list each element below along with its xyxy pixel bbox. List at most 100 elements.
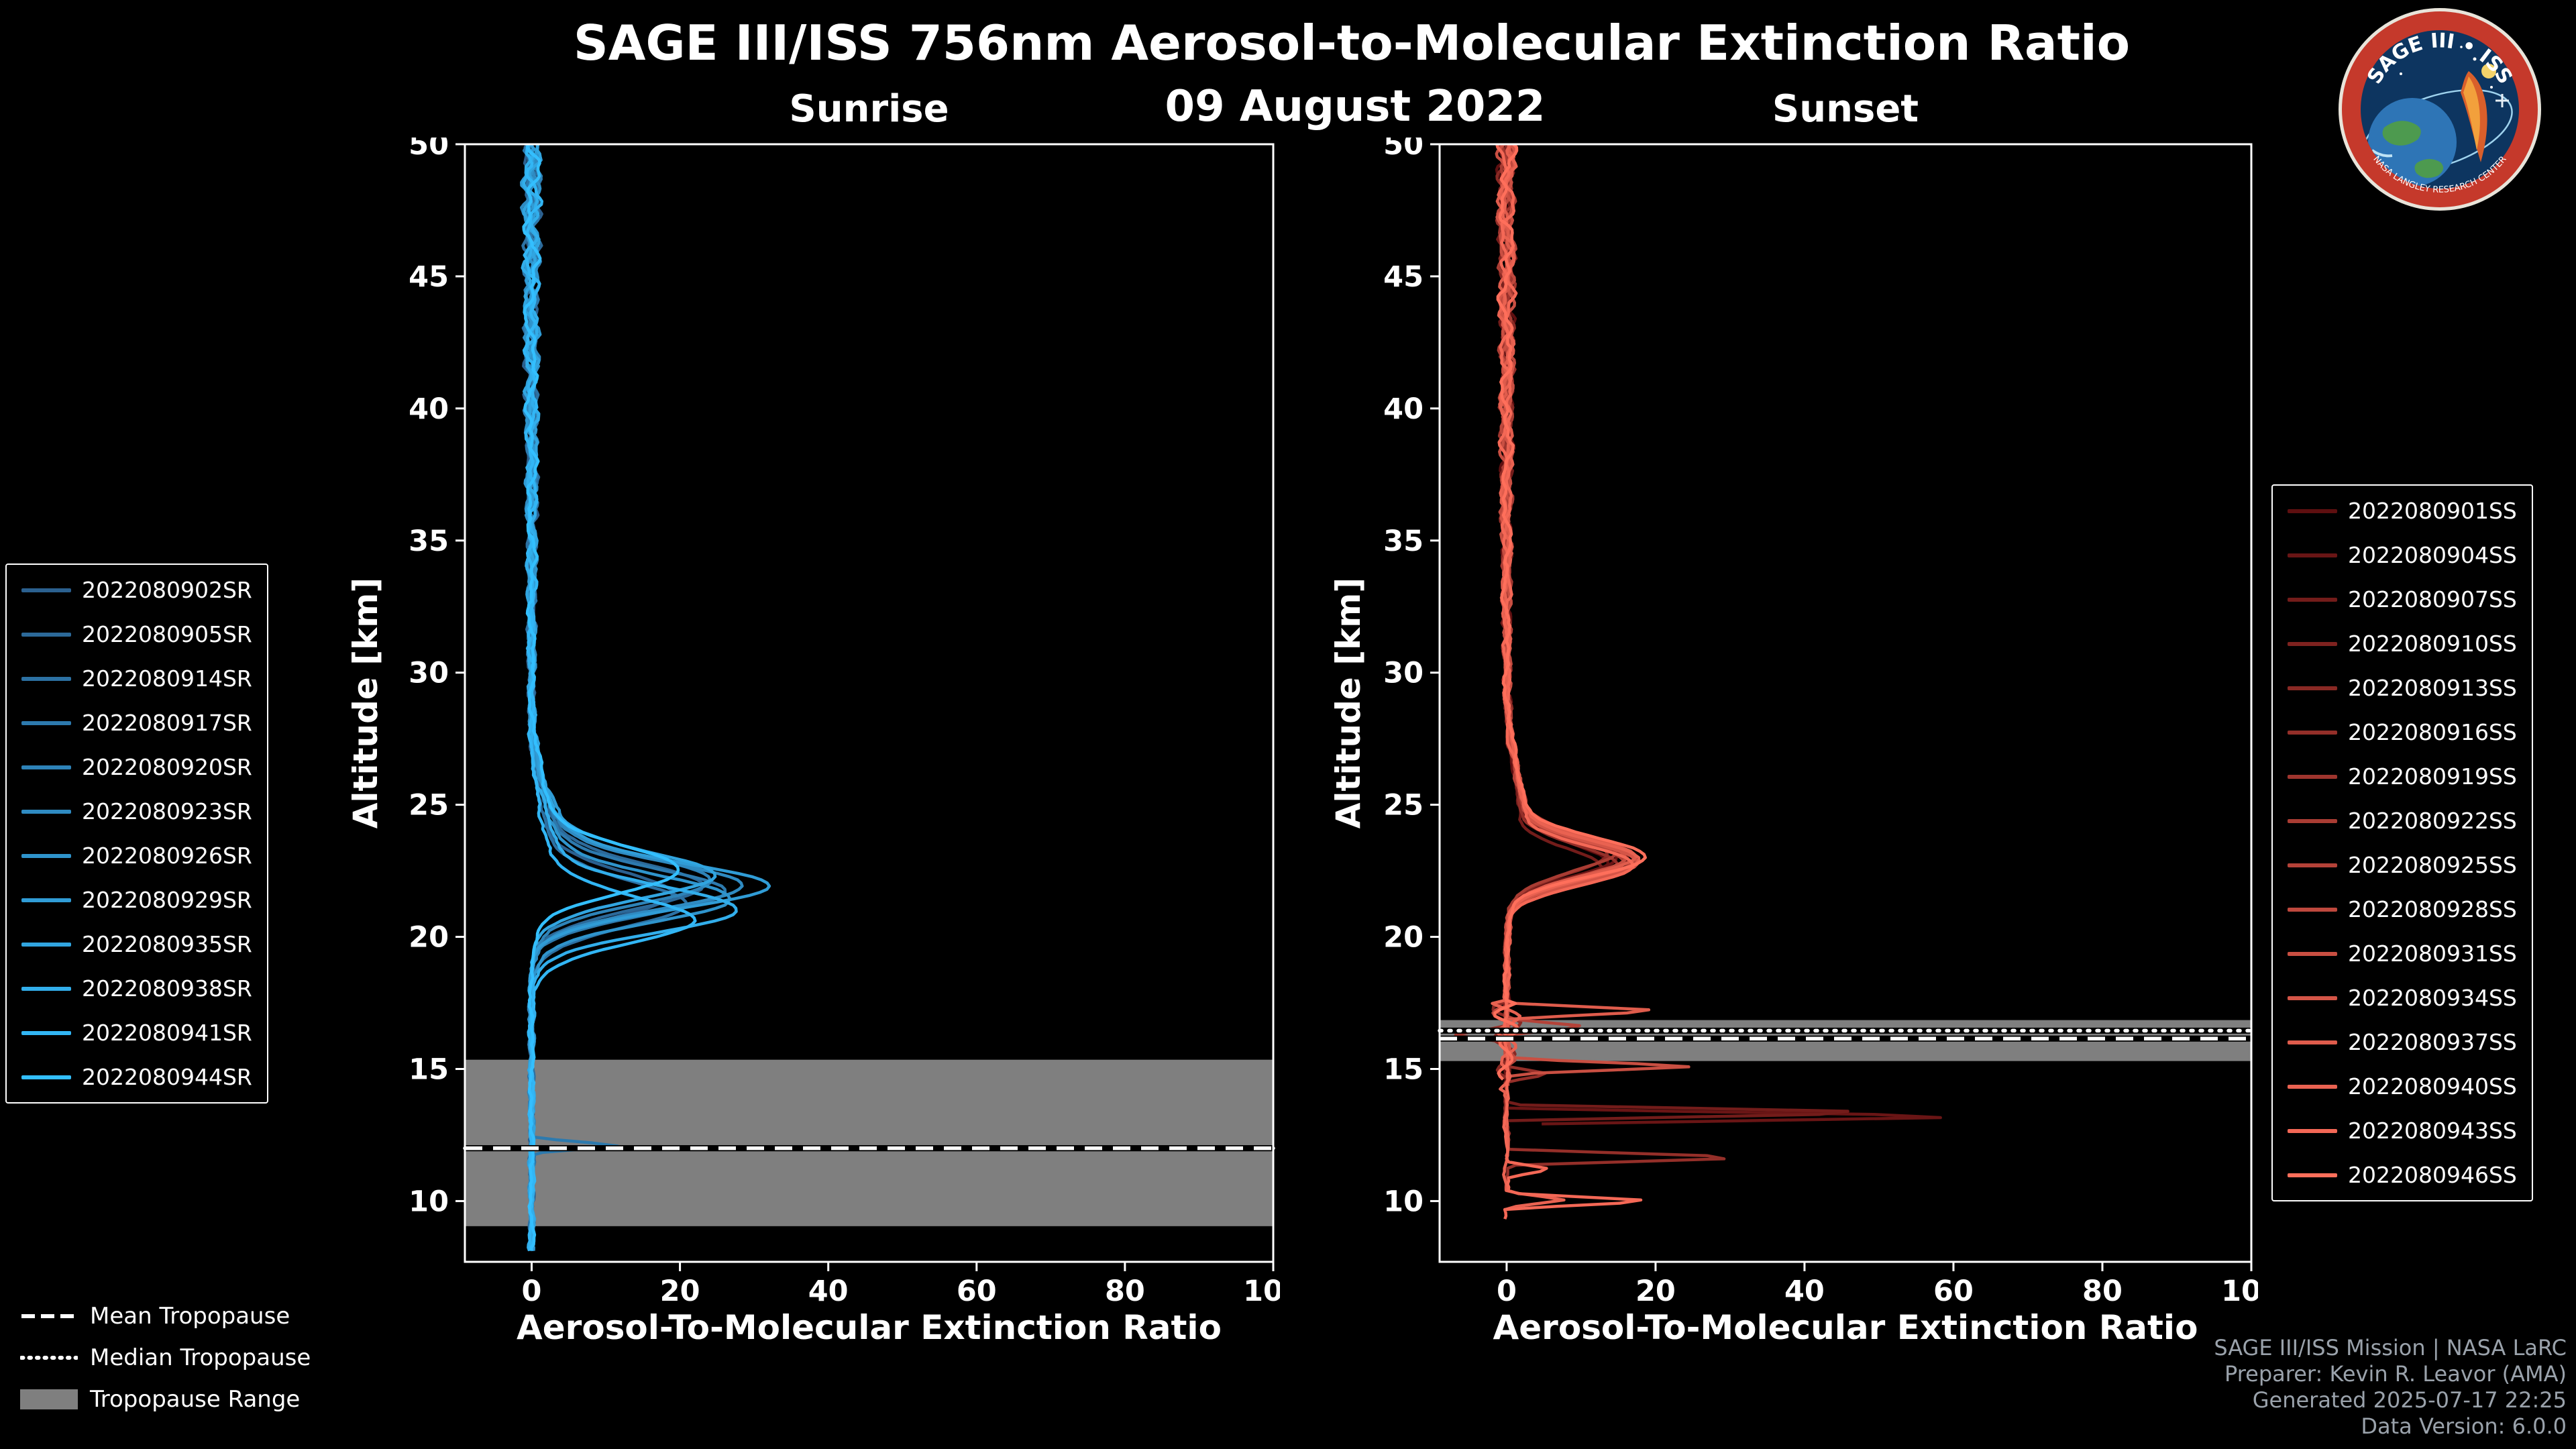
sunrise-plot: 0 20 40 60 80 100 10 15 20 25 30 35 40 45 50: [409, 138, 1280, 1308]
legend-item: 2022080919SS: [2288, 763, 2517, 790]
legend-line-sample: [2288, 508, 2337, 513]
sunset-plot: 0 20 40 60 80 100 10 15 20 25 30 35 40 45 50: [1383, 138, 2258, 1308]
tropopause-range-label: Tropopause Range: [90, 1386, 301, 1413]
legend-line-sample: [21, 632, 71, 637]
legend-item: 2022080940SS: [2288, 1073, 2517, 1099]
tropopause-range-legend-item: Tropopause Range: [20, 1386, 311, 1413]
legend-label: 2022080922SS: [2348, 808, 2517, 834]
legend-line-sample: [2288, 774, 2337, 779]
gray-patch-sample: [20, 1389, 78, 1409]
mean-tropopause-label: Mean Tropopause: [90, 1303, 290, 1330]
y-tick-label: 25: [1383, 789, 1424, 822]
legend-line-sample: [21, 809, 71, 814]
legend-item: 2022080944SR: [21, 1064, 252, 1090]
x-tick-label: 0: [1497, 1275, 1517, 1308]
legend-item: 2022080934SS: [2288, 985, 2517, 1011]
plot-background: [1440, 144, 2251, 1262]
panel-title-sunrise: Sunrise: [789, 87, 949, 131]
legend-item: 2022080902SR: [21, 577, 252, 603]
legend-label: 2022080914SR: [82, 665, 252, 692]
moon: [2481, 64, 2496, 78]
y-tick-label: 15: [1383, 1053, 1424, 1086]
legend-item: 2022080920SR: [21, 754, 252, 780]
legend-label: 2022080904SS: [2348, 542, 2517, 568]
legend-label: 2022080940SS: [2348, 1073, 2517, 1099]
legend-label: 2022080919SS: [2348, 763, 2517, 790]
legend-item: 2022080905SR: [21, 621, 252, 647]
sage-iss-logo: SAGE III • ISS NASA LANGLEY RESEARCH CEN…: [2339, 8, 2541, 211]
legend-label: 2022080943SS: [2348, 1118, 2517, 1144]
y-tick-label: 50: [1383, 138, 1424, 162]
legend-label: 2022080944SR: [82, 1064, 252, 1090]
legend-line-sample: [2288, 1173, 2337, 1177]
x-axis-label-sunset: Aerosol-To-Molecular Extinction Ratio: [1493, 1308, 2198, 1347]
credit-mission: SAGE III/ISS Mission | NASA LaRC: [2214, 1335, 2567, 1360]
credit-generated: Generated 2025-07-17 22:25: [2252, 1387, 2567, 1413]
legend-item: 2022080926SR: [21, 843, 252, 869]
median-tropopause-legend-item: Median Tropopause: [20, 1344, 311, 1371]
dashed-line-sample: [21, 1314, 76, 1318]
legend-label: 2022080910SS: [2348, 631, 2517, 657]
legend-line-sample: [2288, 996, 2337, 1000]
legend-label: 2022080923SR: [82, 798, 252, 824]
legend-item: 2022080916SS: [2288, 719, 2517, 745]
x-tick-label: 20: [1635, 1275, 1676, 1308]
tropopause-legend: Mean Tropopause Median Tropopause Tropop…: [20, 1303, 311, 1413]
legend-line-sample: [2288, 1040, 2337, 1044]
axes-spines: [1438, 143, 2253, 1263]
y-axis-label-sunset: Altitude [km]: [1329, 577, 1368, 829]
legend-line-sample: [21, 765, 71, 769]
legend-item: 2022080943SS: [2288, 1118, 2517, 1144]
legend-line-sample: [21, 942, 71, 947]
logo-artwork: [2363, 46, 2513, 186]
legend-line-sample: [21, 1030, 71, 1035]
y-axis-label-sunrise: Altitude [km]: [346, 577, 385, 829]
x-axis-label-sunrise: Aerosol-To-Molecular Extinction Ratio: [517, 1308, 1222, 1347]
x-tick-label: 100: [2221, 1275, 2258, 1308]
series-line-2022080946SS: [1493, 144, 1647, 1081]
legend-label: 2022080901SS: [2348, 498, 2517, 524]
legend-line-sample: [2288, 553, 2337, 557]
y-tick-label: 45: [409, 260, 449, 294]
y-tick-label: 25: [409, 789, 449, 822]
y-tick-label: 10: [1383, 1185, 1424, 1218]
legend-line-sample: [2288, 1084, 2337, 1089]
legend-line-sample: [2288, 951, 2337, 956]
legend-line-sample: [21, 720, 71, 725]
legend-item: 2022080946SS: [2288, 1162, 2517, 1188]
y-tick-label: 20: [409, 921, 449, 955]
legend-label: 2022080931SS: [2348, 941, 2517, 967]
credit-preparer: Preparer: Kevin R. Leavor (AMA): [2224, 1361, 2567, 1387]
legend-line-sample: [2288, 863, 2337, 867]
legend-item: 2022080931SS: [2288, 941, 2517, 967]
legend-label: 2022080917SR: [82, 710, 252, 736]
legend-line-sample: [2288, 818, 2337, 823]
legend-label: 2022080926SR: [82, 843, 252, 869]
legend-label: 2022080935SR: [82, 931, 252, 957]
axes-spines: [464, 143, 1275, 1263]
x-tick-label: 0: [522, 1275, 542, 1308]
panel-title-sunset: Sunset: [1772, 87, 1919, 131]
y-tick-label: 35: [1383, 525, 1424, 558]
legend-item: 2022080929SR: [21, 887, 252, 913]
legend-label: 2022080937SS: [2348, 1029, 2517, 1055]
median-tropopause-label: Median Tropopause: [90, 1344, 311, 1371]
legend-item: 2022080904SS: [2288, 542, 2517, 568]
legend-line-sample: [21, 588, 71, 592]
legend-label: 2022080928SS: [2348, 896, 2517, 922]
legend-item: 2022080923SR: [21, 798, 252, 824]
mean-tropopause-legend-item: Mean Tropopause: [20, 1303, 311, 1330]
y-tick-label: 50: [409, 138, 449, 162]
credits-block: SAGE III/ISS Mission | NASA LaRC Prepare…: [2214, 1335, 2567, 1440]
y-tick-label: 20: [1383, 921, 1424, 955]
legend-label: 2022080907SS: [2348, 586, 2517, 612]
legend-label: 2022080929SR: [82, 887, 252, 913]
x-tick-label: 60: [1933, 1275, 1974, 1308]
y-tick-label: 10: [409, 1185, 449, 1218]
legend-label: 2022080913SS: [2348, 675, 2517, 701]
legend-label: 2022080946SS: [2348, 1162, 2517, 1188]
series-group: [519, 144, 771, 1252]
legend-item: 2022080910SS: [2288, 631, 2517, 657]
credit-data-version: Data Version: 6.0.0: [2361, 1413, 2567, 1439]
legend-label: 2022080905SR: [82, 621, 252, 647]
